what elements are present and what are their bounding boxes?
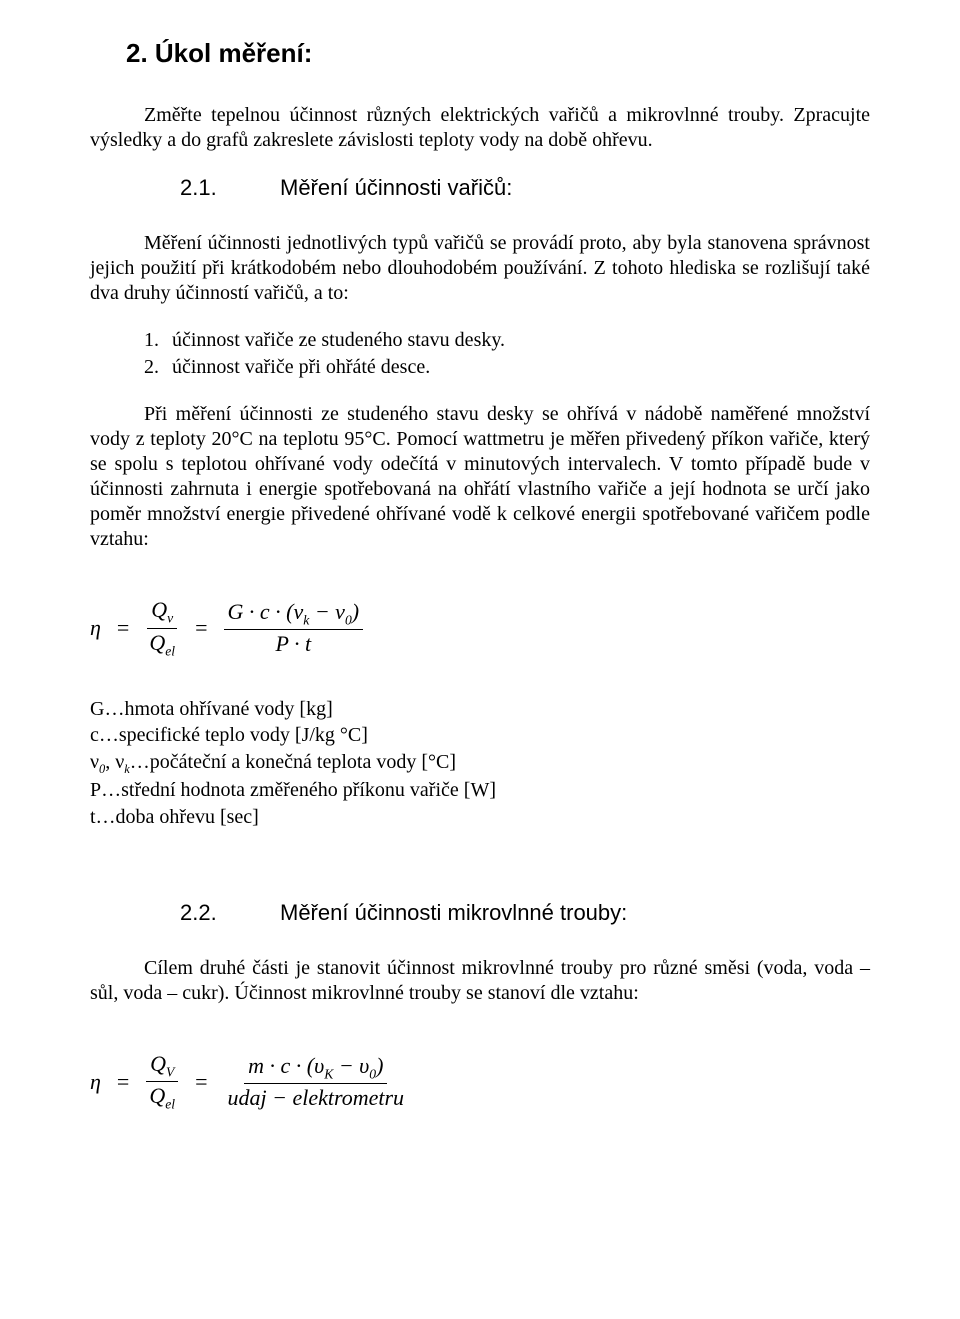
fraction-mc-udaj: m · c · (υK − υ0) udaj − elektrometru <box>224 1054 409 1111</box>
heading-2-1: 2.1.Měření účinnosti vařičů: <box>90 175 870 201</box>
legend-line: t…doba ohřevu [sec] <box>90 804 870 830</box>
heading-2-2-title: Měření účinnosti mikrovlnné trouby: <box>280 900 627 925</box>
equals-sign: = <box>113 1069 133 1095</box>
formula-efficiency-cooker: η = Qv Qel = G · c · (νk − ν0) P · t <box>90 596 870 660</box>
legend-line: c…specifické teplo vody [J/kg °C] <box>90 722 870 748</box>
heading-2-1-title: Měření účinnosti vařičů: <box>280 175 512 200</box>
paragraph-intro: Změřte tepelnou účinnost různých elektri… <box>90 103 870 153</box>
symbol-eta: η <box>90 1069 101 1095</box>
legend-line: G…hmota ohřívané vody [kg] <box>90 696 870 722</box>
legend-line: ν0, νk…počáteční a konečná teplota vody … <box>90 749 870 777</box>
equals-sign: = <box>113 615 133 641</box>
equals-sign: = <box>191 1069 211 1095</box>
heading-2-1-number: 2.1. <box>90 175 280 201</box>
list-text: účinnost vařiče ze studeného stavu desky… <box>172 329 505 351</box>
legend-cooker: G…hmota ohřívané vody [kg] c…specifické … <box>90 696 870 830</box>
paragraph-2-1-b: Při měření účinnosti ze studeného stavu … <box>90 402 870 552</box>
list-efficiency-types: 1.účinnost vařiče ze studeného stavu des… <box>90 328 870 380</box>
legend-line: P…střední hodnota změřeného příkonu vaři… <box>90 777 870 803</box>
list-number: 1. <box>144 328 172 353</box>
list-item: 2.účinnost vařiče při ohřáté desce. <box>144 355 870 380</box>
symbol-eta: η <box>90 615 101 641</box>
paragraph-2-2-a: Cílem druhé části je stanovit účinnost m… <box>90 956 870 1006</box>
heading-2-2-number: 2.2. <box>90 900 280 926</box>
equals-sign: = <box>191 615 211 641</box>
fraction-qv-qel-2: QV Qel <box>145 1052 179 1112</box>
list-item: 1.účinnost vařiče ze studeného stavu des… <box>144 328 870 353</box>
list-number: 2. <box>144 355 172 380</box>
heading-task: 2. Úkol měření: <box>90 38 870 69</box>
fraction-qv-qel: Qv Qel <box>145 598 179 658</box>
list-text: účinnost vařiče při ohřáté desce. <box>172 356 430 378</box>
heading-2-2: 2.2.Měření účinnosti mikrovlnné trouby: <box>90 900 870 926</box>
fraction-gc-pt: G · c · (νk − ν0) P · t <box>224 600 364 657</box>
paragraph-2-1-a: Měření účinnosti jednotlivých typů vařič… <box>90 231 870 306</box>
formula-efficiency-microwave: η = QV Qel = m · c · (υK − υ0) udaj − el… <box>90 1050 870 1114</box>
